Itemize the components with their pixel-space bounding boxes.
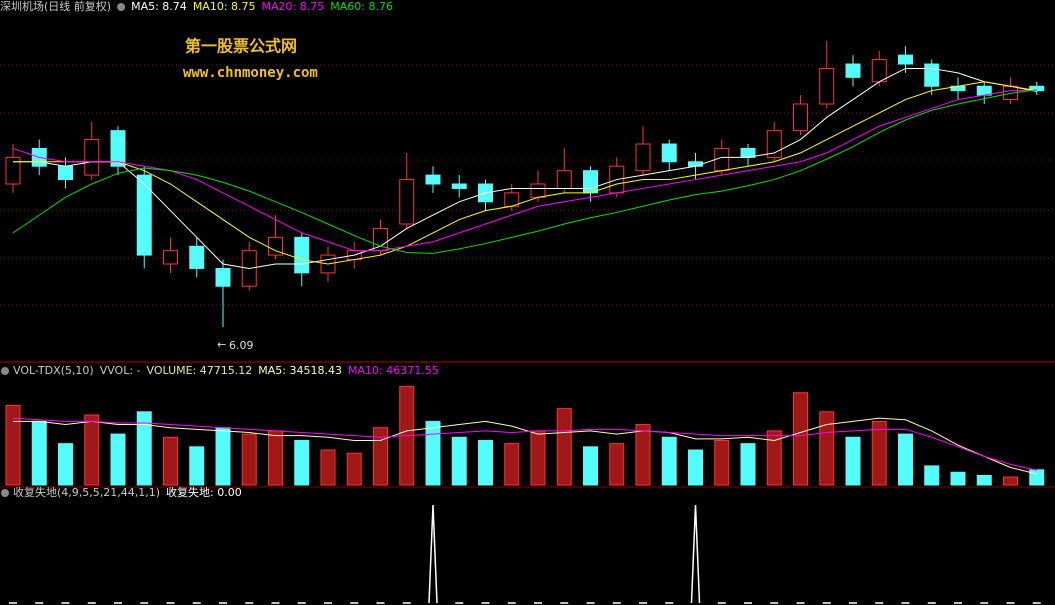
volume-bar: [31, 420, 47, 486]
volume-bar: [189, 446, 205, 486]
candle-body: [556, 170, 572, 189]
candle-body: [294, 236, 310, 274]
volume-bar: [320, 449, 336, 486]
candle-body: [425, 174, 441, 185]
candle-body: [399, 179, 415, 225]
volume-bar: [976, 474, 992, 486]
signal-spike: [428, 504, 438, 604]
legend-text: MA5: 34518.43: [258, 364, 342, 377]
candle-body: [688, 161, 703, 167]
ma-line: [12, 417, 1037, 471]
volume-bar: [871, 420, 887, 486]
candle-body: [451, 183, 467, 189]
legend-text: VVOL: -: [100, 364, 141, 377]
candle-body: [845, 63, 861, 78]
ma-line: [12, 90, 1037, 252]
legend-text: 收复失地: 0.00: [166, 485, 242, 499]
ma-line: [13, 417, 1037, 475]
volume-bar: [766, 430, 782, 486]
volume-bar: [110, 433, 126, 486]
volume-bar: [898, 433, 913, 486]
legend-text: MA10: 8.75: [193, 0, 256, 13]
panel-icon: [1, 367, 9, 375]
volume-bar: [1029, 469, 1045, 486]
panel-icon: [117, 3, 126, 11]
candle-body: [661, 143, 677, 163]
volume-bar: [163, 436, 178, 486]
candle-body: [819, 67, 835, 105]
volume-bar: [5, 404, 21, 486]
candle-body: [871, 59, 887, 83]
candle-body: [84, 139, 100, 176]
ma-line: [12, 89, 1037, 254]
volume-bar: [819, 411, 835, 486]
volume-bar: [241, 433, 257, 486]
volume-bar: [688, 449, 703, 486]
volume-bar: [58, 443, 73, 486]
legend-text: 收复失地(4,9,5,5,21,44,1,1): [13, 485, 160, 499]
candle-body: [189, 245, 205, 269]
volume-bar: [478, 439, 493, 486]
signal-spike: [690, 504, 701, 604]
volume-bar: [635, 424, 651, 486]
candle-body: [924, 63, 940, 87]
volume-bar: [1003, 476, 1018, 486]
legend-text: 深圳机场(日线 前复权): [0, 0, 111, 13]
candle-body: [110, 130, 126, 167]
watermark-url: www.chnmoney.com: [183, 65, 318, 81]
legend-text: VOLUME: 47715.12: [147, 364, 253, 377]
candle-body: [635, 143, 651, 172]
panel-icon: [1, 489, 9, 497]
candle-body: [530, 183, 546, 198]
volume-bar: [556, 408, 572, 486]
candle-body: [58, 165, 73, 181]
volume-bar: [504, 443, 520, 486]
volume-bar: [268, 430, 283, 486]
volume-bar: [845, 436, 861, 486]
legend-text: MA60: 8.76: [330, 0, 393, 13]
candle-body: [898, 54, 913, 65]
candle-body: [583, 170, 598, 194]
ma-line: [13, 67, 1037, 269]
volume-bar: [451, 436, 467, 486]
volume-bar: [661, 436, 677, 486]
candle-body: [163, 250, 178, 265]
volume-bar: [530, 430, 546, 486]
volume-bar: [373, 427, 388, 486]
low-arrow: ←: [217, 338, 226, 351]
volume-bar: [294, 439, 310, 486]
watermark: 第一股票公式网: [185, 37, 297, 56]
candle-body: [793, 103, 808, 132]
volume-bar: [215, 427, 231, 486]
volume-bar: [714, 439, 730, 486]
volume-bar: [84, 414, 100, 486]
legend-text: VOL-TDX(5,10): [13, 364, 94, 377]
candle-body: [714, 147, 730, 172]
legend-text: MA20: 8.75: [262, 0, 325, 13]
volume-bar: [740, 443, 756, 486]
volume-bar: [425, 420, 441, 486]
volume-bar: [346, 452, 362, 486]
candle-body: [5, 156, 21, 185]
legend-text: MA10: 46371.55: [348, 364, 439, 377]
volume-bar: [924, 465, 940, 486]
volume-bar: [136, 411, 152, 486]
low-label: 6.09: [229, 339, 254, 352]
volume-bar: [583, 446, 598, 486]
candle-body: [136, 174, 152, 256]
volume-bar: [950, 471, 966, 486]
legend-text: MA5: 8.74: [131, 0, 187, 13]
ma-line: [13, 81, 1037, 265]
volume-bar: [609, 443, 625, 486]
candle-body: [268, 236, 283, 256]
candle-body: [215, 267, 231, 287]
volume-bar: [793, 392, 808, 486]
